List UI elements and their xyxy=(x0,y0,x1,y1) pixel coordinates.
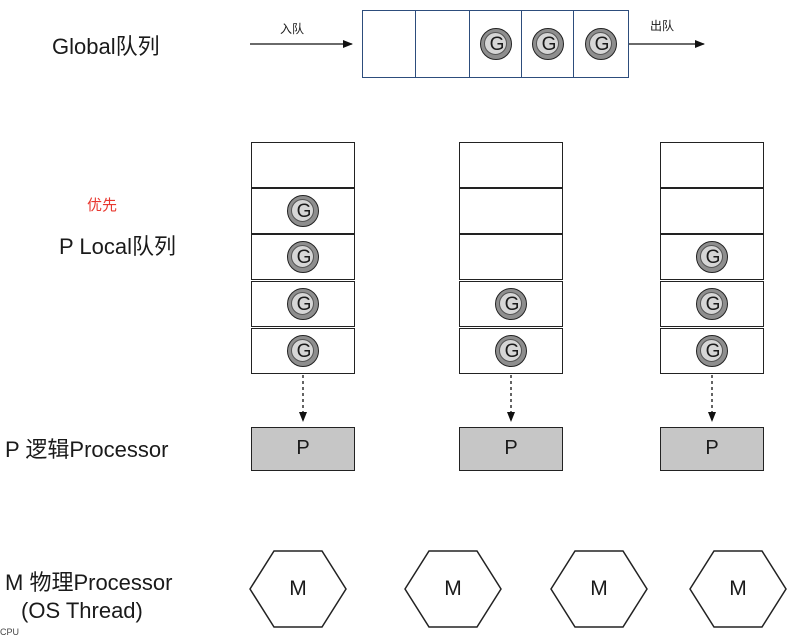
p-local-queue-label: P Local队列 xyxy=(59,234,176,259)
machine-label: M xyxy=(590,577,608,600)
m-processor-label-line2: (OS Thread) xyxy=(21,598,143,623)
global-queue-slot xyxy=(362,10,416,78)
goroutine-token-label: G xyxy=(705,294,721,315)
processor-box: P xyxy=(459,427,563,471)
machine-label: M xyxy=(289,577,307,600)
goroutine-token: G xyxy=(287,195,319,227)
enqueue-label: 入队 xyxy=(280,22,305,36)
machine-label: M xyxy=(444,577,462,600)
local-queue-slot xyxy=(459,188,563,234)
goroutine-token: G xyxy=(287,288,319,320)
local-queue-slot xyxy=(459,234,563,280)
m-processor-label: M 物理Processor (OS Thread) xyxy=(5,569,172,625)
goroutine-token-label: G xyxy=(541,34,557,55)
goroutine-token: G xyxy=(495,335,527,367)
global-queue-label: Global队列 xyxy=(52,34,160,59)
goroutine-token: G xyxy=(696,288,728,320)
goroutine-token: G xyxy=(585,28,617,60)
machine-hexagon xyxy=(249,550,347,628)
goroutine-token: G xyxy=(287,335,319,367)
goroutine-token-label: G xyxy=(296,294,312,315)
p-processor-label: P 逻辑Processor xyxy=(5,437,169,462)
goroutine-token: G xyxy=(480,28,512,60)
local-queue-slot xyxy=(251,142,355,188)
goroutine-token: G xyxy=(495,288,527,320)
goroutine-token: G xyxy=(696,241,728,273)
goroutine-token-label: G xyxy=(296,201,312,222)
local-queue-slot xyxy=(660,142,764,188)
dequeue-label: 出队 xyxy=(650,19,675,33)
goroutine-token-label: G xyxy=(594,34,610,55)
goroutine-token-label: G xyxy=(489,34,505,55)
goroutine-token-label: G xyxy=(504,341,520,362)
goroutine-token-label: G xyxy=(296,341,312,362)
goroutine-token: G xyxy=(696,335,728,367)
goroutine-token-label: G xyxy=(296,247,312,268)
machine-hexagon xyxy=(689,550,787,628)
processor-box: P xyxy=(660,427,764,471)
global-queue-slot xyxy=(415,10,470,78)
goroutine-token: G xyxy=(287,241,319,273)
footer-label: CPU xyxy=(0,627,20,637)
goroutine-token: G xyxy=(532,28,564,60)
goroutine-token-label: G xyxy=(705,341,721,362)
priority-label: 优先 xyxy=(87,197,118,214)
local-queue-slot xyxy=(660,188,764,234)
m-processor-label-line1: M 物理Processor xyxy=(5,570,173,595)
machine-hexagon xyxy=(550,550,648,628)
machine-hexagon xyxy=(404,550,502,628)
local-queue-slot xyxy=(459,142,563,188)
goroutine-token-label: G xyxy=(705,247,721,268)
goroutine-token-label: G xyxy=(504,294,520,315)
machine-label: M xyxy=(729,577,747,600)
processor-box: P xyxy=(251,427,355,471)
